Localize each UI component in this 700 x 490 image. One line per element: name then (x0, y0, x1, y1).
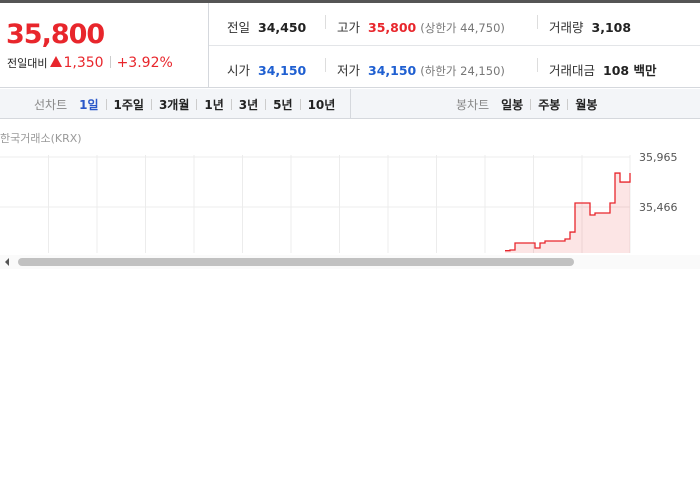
change-label: 전일대비 (7, 57, 48, 70)
mini-chart: 35,965 35,466 (0, 151, 678, 253)
stat-cell: 시가 34,150 (227, 60, 306, 79)
scrollbar (0, 255, 700, 269)
stat-value: 34,150 (258, 63, 307, 78)
stat-label: 거래대금 (549, 63, 596, 78)
stat-value: 35,800 (368, 20, 417, 35)
price-line (505, 172, 631, 252)
stat-cell: 거래대금 108 백만 (549, 60, 656, 79)
tab[interactable]: 1년 (204, 98, 224, 112)
y-tick-label: 35,466 (639, 201, 678, 214)
stat-label: 전일 (227, 20, 251, 35)
stats-row: 시가 34,150 저가 34,150 (하한가 24,150) 거래대금 108 백만 (209, 46, 700, 88)
separator (105, 99, 107, 110)
stat-value: 3,108 (591, 20, 632, 35)
stat-value: 108 백만 (603, 63, 657, 78)
tab[interactable]: 주봉 (538, 98, 561, 112)
tab[interactable]: 3개월 (158, 98, 190, 112)
change-line: 전일대비 1,350 +3.92% (7, 55, 173, 71)
change-value: 1,350 (63, 55, 104, 71)
separator (537, 58, 538, 72)
y-tick-label: 35,965 (639, 151, 678, 164)
separator (567, 99, 569, 110)
stat-cell: 고가 35,800 (상한가 44,750) (337, 17, 505, 36)
stat-cell: 거래량 3,108 (549, 17, 631, 36)
stat-label: 거래량 (549, 20, 584, 35)
price-box: 35,800 전일대비 1,350 +3.92% (0, 3, 209, 88)
stats-row: 전일 34,450 고가 35,800 (상한가 44,750) 거래량 3,108 (209, 3, 700, 46)
separator (299, 99, 301, 110)
tab-group-label: 봉차트 (456, 98, 490, 112)
tab[interactable]: 10년 (307, 98, 336, 112)
stat-label: 저가 (337, 63, 361, 78)
separator (196, 99, 198, 110)
candle-tabs: 봉차트 일봉 주봉 월봉 (456, 96, 597, 113)
separator (109, 56, 111, 68)
quote-panel: 35,800 전일대비 1,350 +3.92% 전일 34,450 고가 35,800(… (0, 0, 700, 88)
data-source: 한국거래소(KRX) (0, 132, 82, 145)
tab-group-label: 선차트 (34, 98, 68, 112)
separator (325, 15, 326, 29)
separator (265, 99, 267, 110)
stat-label: 고가 (337, 20, 361, 35)
line-tabs: 선차트 1일 1주일 3개월 1년 3년 5년 10년 (34, 96, 335, 113)
divider (350, 89, 351, 119)
stat-cell: 전일 34,450 (227, 17, 306, 36)
stat-cell: 저가 34,150 (하한가 24,150) (337, 60, 505, 79)
separator (530, 99, 532, 110)
separator (325, 58, 326, 72)
tab[interactable]: 일봉 (501, 98, 524, 112)
tab[interactable]: 월봉 (575, 98, 598, 112)
chart-tabs: 선차트 1일 1주일 3개월 1년 3년 5년 10년 봉차트 일봉 주봉 월봉 (0, 89, 700, 119)
tab[interactable]: 1일 (79, 98, 99, 112)
stat-label: 시가 (227, 63, 251, 78)
change-pct: +3.92% (116, 55, 173, 71)
scroll-left[interactable] (5, 258, 9, 266)
tab[interactable]: 3년 (238, 98, 259, 112)
separator (537, 15, 538, 29)
stat-value: 34,150 (368, 63, 417, 78)
stat-value: 34,450 (258, 20, 307, 35)
tab[interactable]: 1주일 (113, 98, 144, 112)
separator (230, 99, 232, 110)
up-icon (50, 56, 63, 67)
current-price: 35,800 (6, 19, 105, 50)
stat-limit: (상한가 44,750) (420, 21, 505, 35)
scroll-thumb[interactable] (18, 258, 574, 266)
price-area (505, 173, 630, 253)
tab[interactable]: 5년 (273, 98, 293, 112)
separator (150, 99, 152, 110)
stat-limit: (하한가 24,150) (420, 64, 505, 78)
